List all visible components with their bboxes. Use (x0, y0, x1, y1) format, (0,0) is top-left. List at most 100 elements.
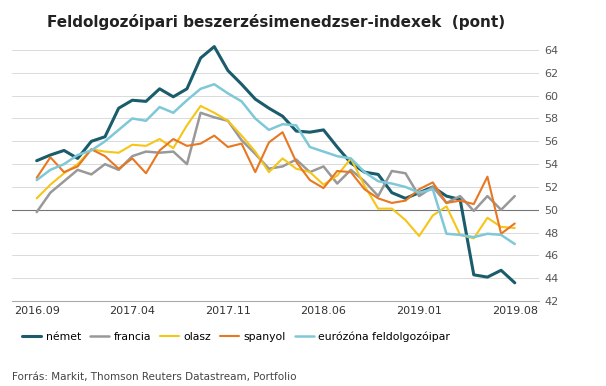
francia (293, 157, 300, 162)
olasz (224, 119, 231, 123)
olasz (306, 170, 313, 174)
német (443, 194, 450, 198)
olasz (183, 123, 190, 128)
német (320, 128, 327, 132)
francia (183, 162, 190, 166)
spanyol (361, 187, 368, 191)
német (156, 86, 163, 91)
eurózóna feldolgozóipar (456, 233, 464, 237)
francia (61, 179, 68, 184)
olasz (238, 133, 245, 138)
olasz (279, 156, 286, 161)
francia (47, 190, 54, 195)
német (333, 145, 341, 149)
német (74, 156, 81, 161)
spanyol (375, 196, 382, 201)
német (456, 197, 464, 202)
olasz (251, 149, 259, 154)
olasz (293, 166, 300, 171)
olasz (265, 170, 273, 174)
eurózóna feldolgozóipar (402, 185, 409, 189)
német (61, 148, 68, 153)
eurózóna feldolgozóipar (61, 162, 68, 166)
spanyol (333, 169, 341, 173)
Line: francia: francia (37, 113, 514, 212)
eurózóna feldolgozóipar (361, 170, 368, 174)
olasz (429, 213, 436, 218)
olasz (88, 147, 95, 152)
eurózóna feldolgozóipar (484, 232, 491, 236)
olasz (416, 234, 423, 238)
olasz (498, 225, 505, 229)
olasz (347, 156, 355, 161)
német (211, 44, 218, 49)
spanyol (224, 145, 231, 149)
francia (251, 152, 259, 156)
francia (306, 170, 313, 174)
olasz (115, 151, 122, 155)
eurózóna feldolgozóipar (183, 98, 190, 103)
francia (156, 151, 163, 155)
francia (470, 208, 478, 213)
német (375, 172, 382, 177)
eurózóna feldolgozóipar (88, 148, 95, 153)
francia (88, 172, 95, 177)
olasz (47, 182, 54, 187)
francia (279, 164, 286, 169)
spanyol (402, 198, 409, 203)
német (306, 130, 313, 134)
spanyol (33, 176, 41, 180)
eurózóna feldolgozóipar (429, 187, 436, 191)
német (416, 190, 423, 195)
francia (456, 194, 464, 198)
eurózóna feldolgozóipar (170, 110, 177, 115)
francia (333, 181, 341, 186)
német (429, 185, 436, 189)
eurózóna feldolgozóipar (375, 179, 382, 184)
eurózóna feldolgozóipar (251, 116, 259, 121)
spanyol (320, 186, 327, 190)
Line: eurózóna feldolgozóipar: eurózóna feldolgozóipar (37, 84, 514, 244)
német (128, 98, 136, 103)
német (238, 82, 245, 86)
eurózóna feldolgozóipar (279, 122, 286, 127)
német (170, 95, 177, 99)
német (115, 106, 122, 110)
eurózóna feldolgozóipar (142, 119, 150, 123)
olasz (484, 215, 491, 220)
spanyol (265, 140, 273, 145)
spanyol (238, 141, 245, 146)
eurózóna feldolgozóipar (128, 116, 136, 121)
eurózóna feldolgozóipar (320, 149, 327, 154)
francia (429, 185, 436, 189)
Text: Forrás: Markit, Thomson Reuters Datastream, Portfolio: Forrás: Markit, Thomson Reuters Datastre… (12, 372, 296, 382)
spanyol (74, 164, 81, 169)
olasz (375, 207, 382, 211)
német (101, 134, 108, 139)
spanyol (61, 170, 68, 174)
német (251, 97, 259, 102)
eurózóna feldolgozóipar (74, 153, 81, 157)
eurózóna feldolgozóipar (333, 154, 341, 159)
spanyol (47, 155, 54, 159)
eurózóna feldolgozóipar (115, 128, 122, 132)
francia (388, 169, 396, 173)
francia (375, 194, 382, 198)
eurózóna feldolgozóipar (47, 168, 54, 172)
német (361, 170, 368, 174)
francia (511, 194, 518, 198)
eurózóna feldolgozóipar (224, 91, 231, 96)
francia (238, 138, 245, 142)
német (498, 268, 505, 273)
olasz (361, 183, 368, 188)
spanyol (211, 133, 218, 138)
eurózóna feldolgozóipar (511, 242, 518, 246)
Line: spanyol: spanyol (37, 132, 514, 234)
német (88, 139, 95, 144)
spanyol (388, 201, 396, 205)
francia (197, 110, 204, 115)
spanyol (128, 156, 136, 161)
Line: olasz: olasz (37, 106, 514, 238)
eurózóna feldolgozóipar (238, 99, 245, 104)
francia (101, 162, 108, 166)
